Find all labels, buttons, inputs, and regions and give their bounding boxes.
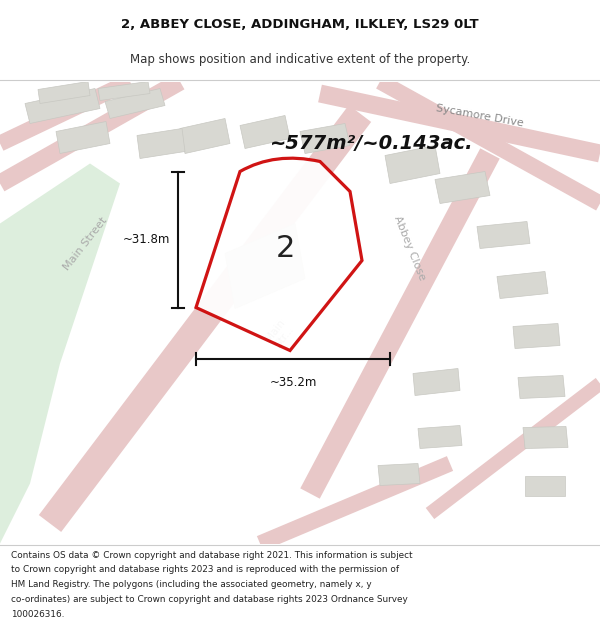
- Polygon shape: [300, 148, 500, 499]
- Polygon shape: [385, 146, 440, 184]
- PathPatch shape: [196, 158, 362, 351]
- Polygon shape: [56, 121, 110, 154]
- Polygon shape: [477, 221, 530, 249]
- Text: ~577m²/~0.143ac.: ~577m²/~0.143ac.: [270, 134, 473, 153]
- Polygon shape: [497, 271, 548, 299]
- Polygon shape: [105, 89, 165, 119]
- Polygon shape: [378, 464, 420, 486]
- Polygon shape: [513, 324, 560, 349]
- Text: Map shows position and indicative extent of the property.: Map shows position and indicative extent…: [130, 54, 470, 66]
- Polygon shape: [435, 171, 490, 204]
- Polygon shape: [318, 85, 600, 162]
- Polygon shape: [300, 124, 350, 154]
- Text: ~31.8m: ~31.8m: [122, 233, 170, 246]
- Text: 2, ABBEY CLOSE, ADDINGHAM, ILKLEY, LS29 0LT: 2, ABBEY CLOSE, ADDINGHAM, ILKLEY, LS29 …: [121, 18, 479, 31]
- Polygon shape: [38, 81, 90, 104]
- Polygon shape: [0, 74, 133, 151]
- Polygon shape: [525, 476, 565, 496]
- Polygon shape: [523, 426, 568, 449]
- Polygon shape: [137, 129, 185, 159]
- Polygon shape: [25, 89, 100, 124]
- Text: to Crown copyright and database rights 2023 and is reproduced with the permissio: to Crown copyright and database rights 2…: [11, 566, 399, 574]
- Polygon shape: [225, 224, 305, 309]
- Polygon shape: [0, 164, 120, 544]
- Polygon shape: [98, 81, 150, 101]
- Text: Main Street: Main Street: [61, 215, 109, 272]
- Polygon shape: [426, 378, 600, 519]
- Text: Abbey Close: Abbey Close: [392, 215, 428, 282]
- Text: 2: 2: [275, 234, 295, 263]
- Polygon shape: [413, 369, 460, 396]
- Polygon shape: [418, 426, 462, 449]
- Polygon shape: [257, 456, 453, 551]
- Polygon shape: [376, 74, 600, 211]
- Polygon shape: [240, 116, 290, 149]
- Text: Contains OS data © Crown copyright and database right 2021. This information is : Contains OS data © Crown copyright and d…: [11, 551, 412, 559]
- Polygon shape: [518, 376, 565, 399]
- Polygon shape: [0, 74, 184, 191]
- Polygon shape: [180, 119, 230, 154]
- Text: co-ordinates) are subject to Crown copyright and database rights 2023 Ordnance S: co-ordinates) are subject to Crown copyr…: [11, 595, 407, 604]
- Text: Main
Str...: Main Str...: [264, 317, 296, 350]
- Text: HM Land Registry. The polygons (including the associated geometry, namely x, y: HM Land Registry. The polygons (includin…: [11, 580, 371, 589]
- Polygon shape: [39, 105, 371, 532]
- Text: Sycamore Drive: Sycamore Drive: [436, 103, 524, 128]
- Text: 100026316.: 100026316.: [11, 610, 64, 619]
- Text: ~35.2m: ~35.2m: [269, 376, 317, 389]
